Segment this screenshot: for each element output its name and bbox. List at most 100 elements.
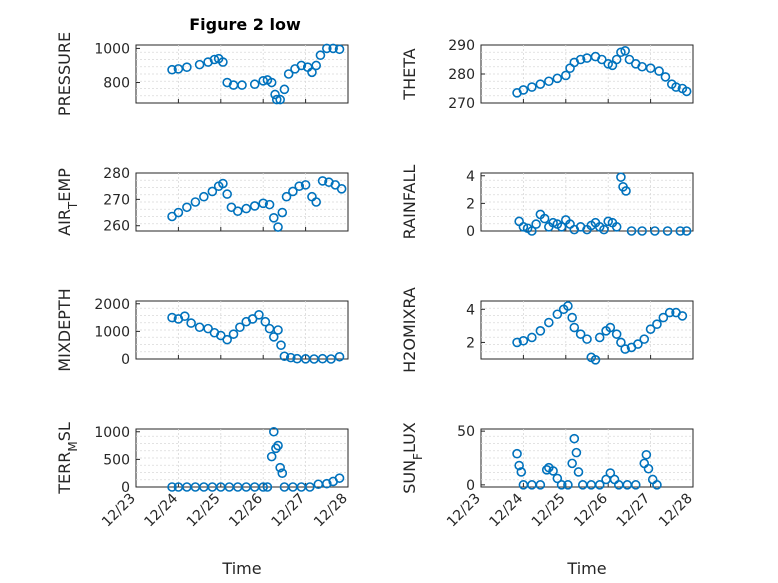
x-tick-label: 12/27 [614,491,654,531]
x-tick-label: 12/28 [656,491,696,531]
data-point [279,84,290,95]
panel-terr-msl: 0 500 1000 12/23 12/24 12/25 12/26 12/27 12/28 TE… [55,422,351,578]
y-axis-label: RAINFALL [400,165,419,240]
data-point [671,82,681,92]
x-tick-label: 12/24 [141,490,181,530]
x-tick-label: 12/26 [571,490,611,530]
data-point [611,54,622,65]
data-point [321,43,332,54]
data-point [645,324,656,334]
data-point [258,482,269,492]
data-point [209,54,220,65]
data-point [563,480,573,490]
panel-sun-flux: 0 50 12/23 12/24 12/25 12/26 12/27 12/28 SUNFLUX… [400,422,696,578]
data-point [552,473,563,484]
data-point [675,226,686,236]
x-axis-label: Time [566,559,606,578]
y-tick-label: 1000 [94,41,130,57]
data-point [207,186,218,197]
data-point [194,59,205,70]
x-tick-label: 12/27 [269,491,309,531]
data-point [548,466,558,476]
data-point [283,69,294,79]
data-point [518,222,529,232]
data-point [611,222,622,232]
data-point [544,317,554,328]
data-point [275,94,285,105]
data-point [541,465,552,475]
y-tick-label: 270 [448,96,475,112]
data-point [633,339,643,349]
y-tick-label: 4 [466,302,475,318]
data-point [518,335,529,346]
data-point [249,201,260,211]
data-point [571,447,582,458]
data-point [305,482,315,492]
data-point [603,59,614,69]
panel-air-temp: 260 270 280 AIRTEMP [55,166,349,236]
data-point [681,226,692,236]
data-point [590,355,601,365]
data-point [599,224,609,235]
data-point [275,462,285,473]
data-point [641,449,652,460]
data-point [167,312,177,323]
data-point [535,79,546,89]
y-axis-label: PRESSURE [55,32,74,116]
y-tick-label: 260 [103,219,130,235]
data-point [222,189,232,199]
y-axis-label: SUNFLUX [400,422,425,494]
data-point [254,310,264,320]
data-point [569,322,580,333]
data-point [531,219,541,229]
data-point [654,66,664,76]
x-tick-label: 12/24 [486,490,526,530]
y-tick-label: 1000 [94,425,130,441]
data-point [235,322,245,333]
data-point [630,480,641,490]
y-tick-label: 0 [466,478,475,494]
y-tick-label: 0 [121,352,130,368]
data-point [279,351,290,362]
data-point [662,226,673,236]
data-point [328,43,338,54]
data-point [620,45,630,56]
data-point [620,344,630,354]
y-tick-label: 2000 [94,297,130,313]
y-axis-label: TERRMSL [55,422,80,495]
data-point [285,352,296,363]
data-point [616,47,626,58]
data-point [552,73,563,84]
x-tick-label: 12/23 [99,491,139,531]
data-point [336,184,347,194]
x-tick-label: 12/23 [444,491,484,531]
data-point [527,82,537,92]
data-point [260,316,271,327]
data-point [664,307,675,318]
data-point [552,309,563,320]
data-point [605,468,616,478]
panel-mixdepth: 0 1000 2000 MIXDEPTH [55,288,349,372]
y-axis-label: THETA [400,48,419,100]
data-point [266,451,277,462]
data-point [563,301,573,311]
data-point [307,67,317,78]
panel-pressure: 800 1000 PRESSURE [55,32,349,116]
data-point [575,329,586,339]
data-point [616,172,626,182]
data-point [317,176,328,186]
data-point [334,44,345,55]
data-point [594,332,605,343]
x-tick-label: 12/26 [226,490,266,530]
panel-rainfall: 0 2 4 RAINFALL [400,165,694,240]
data-point [241,203,252,214]
data-point [603,216,614,227]
data-point [518,85,529,95]
y-tick-label: 0 [121,480,130,496]
data-point [218,57,228,67]
data-point [173,207,184,218]
data-point [527,226,537,236]
data-point [575,54,586,65]
data-point [652,319,662,330]
